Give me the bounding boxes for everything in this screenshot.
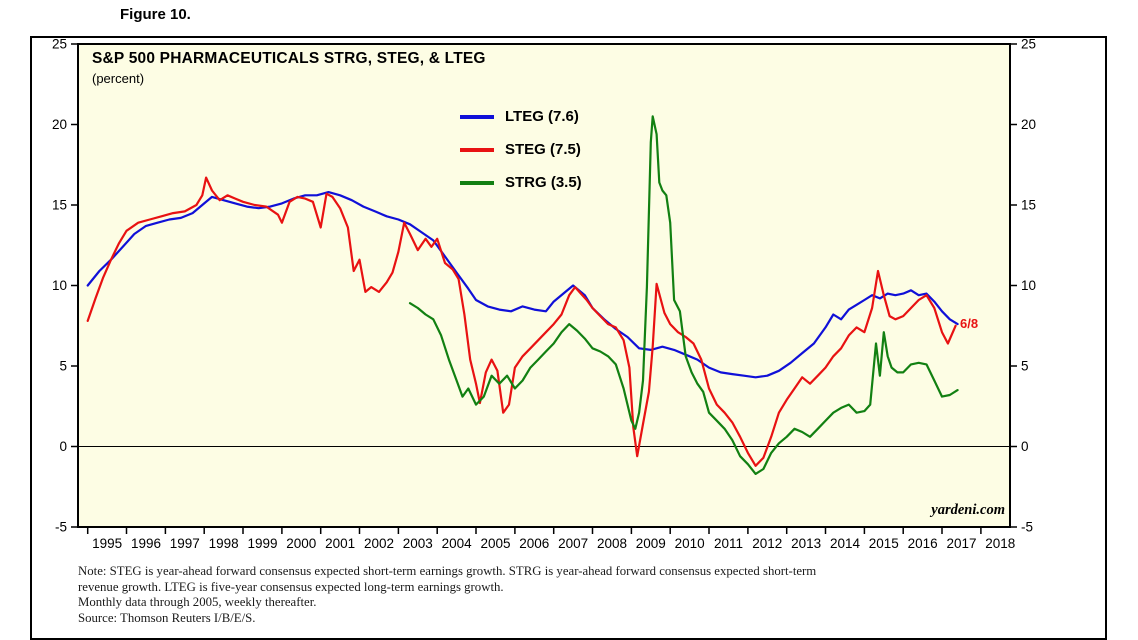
y-tick-label-left: 0: [59, 439, 67, 454]
x-tick-label: 2005: [480, 536, 510, 551]
y-tick-label-right: 25: [1021, 38, 1036, 52]
y-tick-label-right: 10: [1021, 278, 1036, 293]
figure-frame-inner: -5 -5 0 0 5 5 10 10 15 15 20 20 25 25 1995 1996 1997 1998…: [32, 38, 1105, 638]
x-tick-label: 1998: [209, 536, 239, 551]
x-tick-label: 2002: [364, 536, 394, 551]
y-tick-label-left: 20: [52, 117, 67, 132]
x-tick-label: 1997: [170, 536, 200, 551]
x-tick-label: 2010: [675, 536, 705, 551]
steg-line-swatch: [460, 147, 494, 152]
x-tick-label: 2007: [558, 536, 588, 551]
legend-item-lteg: LTEG (7.6): [460, 100, 582, 133]
legend-item-steg: STEG (7.5): [460, 133, 582, 166]
x-tick-label: 2009: [636, 536, 666, 551]
footnote-line: Note: STEG is year-ahead forward consens…: [78, 564, 817, 578]
y-tick-label-right: 0: [1021, 439, 1029, 454]
strg-line-swatch: [460, 180, 494, 185]
footnotes: Note: STEG is year-ahead forward consens…: [78, 564, 816, 626]
y-tick-label-right: -5: [1021, 520, 1033, 535]
x-axis: 1995 1996 1997 1998 1999 2000 2001 2002 2003 2004…: [86, 527, 1015, 551]
x-tick-label: 1995: [92, 536, 122, 551]
x-tick-label: 2016: [908, 536, 938, 551]
legend-label-lteg: LTEG (7.6): [505, 108, 579, 125]
y-tick-label-right: 15: [1021, 198, 1036, 213]
y-tick-label-left: 10: [52, 278, 67, 293]
legend-label-steg: STEG (7.5): [505, 141, 581, 158]
figure-label: Figure 10.: [120, 6, 191, 23]
figure-frame: -5 -5 0 0 5 5 10 10 15 15 20 20 25 25 1995 1996 1997 1998…: [30, 36, 1107, 640]
chart-legend: LTEG (7.6) STEG (7.5) STRG (3.5): [460, 100, 582, 199]
footnote-line: Monthly data through 2005, weekly therea…: [78, 595, 317, 609]
y-axis: -5 -5 0 0 5 5 10 10 15 15 20 20 25 25: [52, 38, 1036, 535]
x-tick-label: 2008: [597, 536, 627, 551]
x-tick-label: 2011: [714, 536, 743, 551]
x-tick-label: 2012: [752, 536, 782, 551]
chart-title: S&P 500 PHARMACEUTICALS STRG, STEG, & LT…: [92, 50, 486, 67]
x-tick-label: 2003: [403, 536, 433, 551]
x-tick-label: 2000: [286, 536, 316, 551]
x-tick-label: 2015: [869, 536, 899, 551]
legend-item-strg: STRG (3.5): [460, 166, 582, 199]
x-tick-label: 1996: [131, 536, 161, 551]
footnote-line: Source: Thomson Reuters I/B/E/S.: [78, 610, 256, 625]
lteg-line-swatch: [460, 114, 494, 119]
x-tick-label: 2001: [325, 536, 355, 551]
series-line-steg: [86, 176, 957, 467]
x-tick-label: 1999: [247, 536, 277, 551]
y-tick-label-right: 5: [1021, 359, 1029, 374]
x-tick-label: 2017: [946, 536, 976, 551]
y-tick-label-left: -5: [55, 520, 67, 535]
y-tick-label-right: 20: [1021, 117, 1036, 132]
plot-frame: [77, 43, 1011, 528]
x-tick-label: 2013: [791, 536, 821, 551]
y-tick-label-left: 25: [52, 38, 67, 52]
y-tick-label-left: 5: [59, 359, 67, 374]
footnote-line: revenue growth. LTEG is five-year consen…: [78, 579, 504, 594]
series-line-lteg: [86, 191, 959, 379]
series-line-strg: [408, 115, 959, 475]
watermark: yardeni.com: [931, 502, 1005, 518]
x-tick-label: 2014: [830, 536, 861, 551]
latest-value-annotation: 6/8: [960, 316, 979, 331]
x-tick-label: 2006: [519, 536, 549, 551]
x-tick-label: 2004: [442, 536, 473, 551]
chart-canvas: -5 -5 0 0 5 5 10 10 15 15 20 20 25 25 1995 1996 1997 1998…: [52, 38, 1036, 551]
legend-label-strg: STRG (3.5): [505, 174, 582, 191]
y-tick-label-left: 15: [52, 198, 67, 213]
x-tick-label: 2018: [985, 536, 1015, 551]
chart-subtitle: (percent): [92, 71, 145, 86]
